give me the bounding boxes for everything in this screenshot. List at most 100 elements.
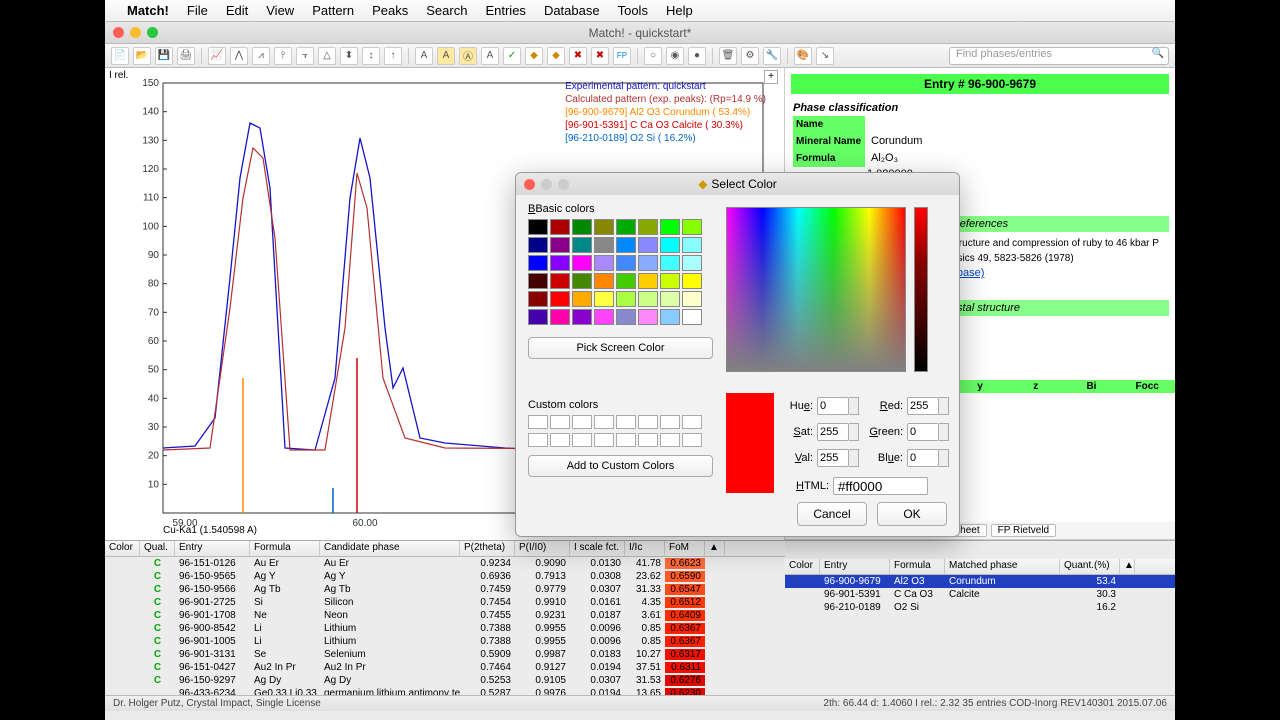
val-input[interactable] [817,449,849,467]
svg-text:Cu-Ka1 (1.540598 A): Cu-Ka1 (1.540598 A) [163,525,257,536]
cancel-button[interactable]: Cancel [797,502,867,526]
app-menu[interactable]: Match! [127,3,169,18]
svg-text:110: 110 [143,193,159,204]
tool-a4-icon[interactable]: A [481,47,499,65]
menu-search[interactable]: Search [426,3,467,18]
svg-text:100: 100 [142,221,159,232]
blue-input[interactable] [907,449,939,467]
brightness-slider[interactable] [914,207,928,372]
tool-open-icon[interactable]: 📂 [133,47,151,65]
status-right: 2th: 66.44 d: 1.4060 I rel.: 2.32 35 ent… [823,698,1167,709]
menu-help[interactable]: Help [666,3,693,18]
phase-class-title: Phase classification [785,100,1175,116]
svg-text:130: 130 [142,135,159,146]
chart-add-icon[interactable]: + [764,70,778,84]
tool-a2-icon[interactable]: A [437,47,455,65]
svg-text:140: 140 [142,107,159,118]
tool-check-icon[interactable]: ✓ [503,47,521,65]
color-preview [726,393,774,493]
val-label: Val: [781,452,813,464]
svg-text:30: 30 [148,422,160,433]
html-label: HTML: [781,480,829,492]
tool-fp-icon[interactable]: FP [613,47,631,65]
green-input[interactable] [907,423,939,441]
entry-header: Entry # 96-900-9679 [791,74,1169,94]
svg-text:120: 120 [142,164,159,175]
matched-table[interactable]: ColorEntryFormulaMatched phaseQuant.(%)▲… [785,541,1175,695]
red-label: Red: [859,400,903,412]
svg-text:50: 50 [148,365,160,376]
dialog-close-icon[interactable] [524,179,535,190]
menu-entries[interactable]: Entries [485,3,525,18]
tool-peak3-icon[interactable]: ⩘ [252,47,270,65]
tool-peak5-icon[interactable]: ⫟ [296,47,314,65]
tool-x2-icon[interactable]: ✖ [591,47,609,65]
toolbar: 📄 📂 💾 🖨 📈 ⋀ ⩘ ⫯ ⫟ △ ⬍ ↕ ↑ A A Ⓐ A ✓ ◆ ◆ … [105,44,1175,68]
tool-x1-icon[interactable]: ✖ [569,47,587,65]
svg-text:40: 40 [148,393,160,404]
green-label: Green: [859,426,903,438]
select-color-dialog: ◆Select Color BBasic colors Pick Screen … [515,172,960,537]
app-window: Match! File Edit View Pattern Peaks Sear… [105,0,1175,720]
status-left: Dr. Holger Putz, Crystal Impact, Single … [113,698,321,709]
tool-new-icon[interactable]: 📄 [111,47,129,65]
tool-peak6-icon[interactable]: △ [318,47,336,65]
tool-peak1-icon[interactable]: 📈 [208,47,226,65]
hue-label: Hue: [781,400,813,412]
red-input[interactable] [907,397,939,415]
svg-text:80: 80 [148,279,160,290]
menu-view[interactable]: View [266,3,294,18]
tool-pal-icon[interactable]: 🎨 [794,47,812,65]
svg-text:70: 70 [148,307,160,318]
sat-input[interactable] [817,423,849,441]
tool-a1-icon[interactable]: A [415,47,433,65]
traffic-lights [113,27,158,38]
menu-tools[interactable]: Tools [618,3,648,18]
tool-a3-icon[interactable]: Ⓐ [459,47,477,65]
add-to-custom-button[interactable]: Add to Custom Colors [528,455,713,477]
tool-cfg2-icon[interactable]: 🔧 [763,47,781,65]
blue-label: Blue: [859,452,903,464]
menu-edit[interactable]: Edit [226,3,248,18]
svg-text:150: 150 [142,78,159,89]
dialog-title: Select Color [711,177,776,191]
tool-circ1-icon[interactable]: ○ [644,47,662,65]
menu-file[interactable]: File [187,3,208,18]
dialog-titlebar: ◆Select Color [516,173,959,195]
pick-screen-color-button[interactable]: Pick Screen Color [528,337,713,359]
svg-text:10: 10 [148,479,160,490]
close-icon[interactable] [113,27,124,38]
tool-peak9-icon[interactable]: ↑ [384,47,402,65]
tool-arrow-icon[interactable]: ↘ [816,47,834,65]
color-fields: Hue: Red: Sat: Green: Val: Blue: HTML: [781,393,949,495]
svg-text:60.00: 60.00 [352,518,377,529]
tool-circ2-icon[interactable]: ◉ [666,47,684,65]
html-input[interactable] [833,477,928,495]
menubar: Match! File Edit View Pattern Peaks Sear… [105,0,1175,22]
tool-save-icon[interactable]: 💾 [155,47,173,65]
tool-dia1-icon[interactable]: ◆ [525,47,543,65]
hue-input[interactable] [817,397,849,415]
tool-peak4-icon[interactable]: ⫯ [274,47,292,65]
menu-database[interactable]: Database [544,3,600,18]
window-titlebar: Match! - quickstart* [105,22,1175,44]
tool-del-icon[interactable]: 🗑 [719,47,737,65]
tool-dia2-icon[interactable]: ◆ [547,47,565,65]
search-input[interactable]: Find phases/entries [949,47,1169,65]
menu-peaks[interactable]: Peaks [372,3,408,18]
color-gradient-picker[interactable] [726,207,906,372]
tool-cfg1-icon[interactable]: ⚙ [741,47,759,65]
svg-text:90: 90 [148,250,160,261]
svg-text:60: 60 [148,336,160,347]
tool-peak2-icon[interactable]: ⋀ [230,47,248,65]
zoom-icon[interactable] [147,27,158,38]
menu-pattern[interactable]: Pattern [312,3,354,18]
candidates-table[interactable]: ColorQual.EntryFormulaCandidate phaseP(2… [105,541,785,695]
tool-circ3-icon[interactable]: ● [688,47,706,65]
tool-peak7-icon[interactable]: ⬍ [340,47,358,65]
ok-button[interactable]: OK [877,502,947,526]
minimize-icon[interactable] [130,27,141,38]
tool-print-icon[interactable]: 🖨 [177,47,195,65]
sat-label: Sat: [781,426,813,438]
tool-peak8-icon[interactable]: ↕ [362,47,380,65]
